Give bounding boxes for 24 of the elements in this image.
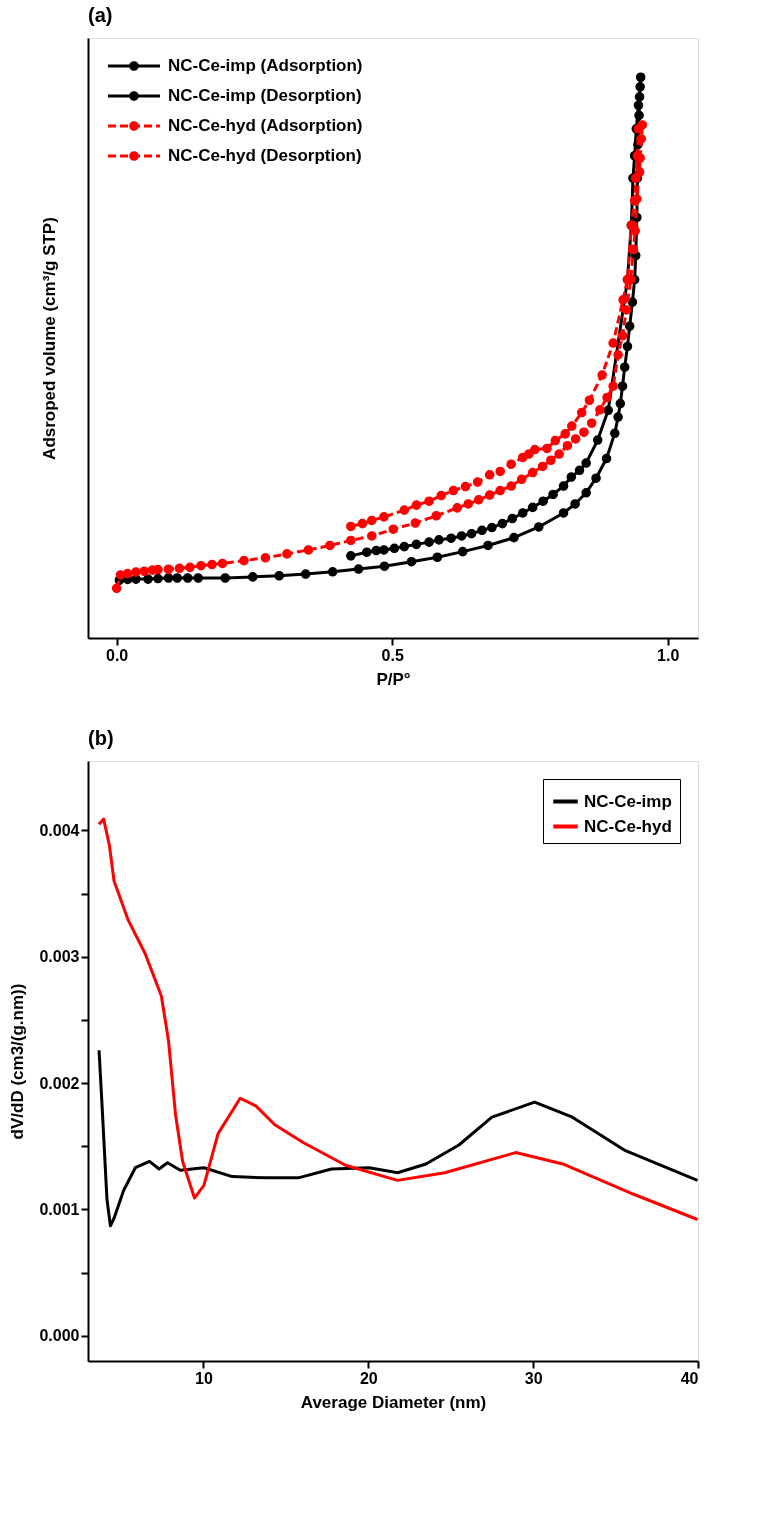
x-axis-title: P/P°: [376, 669, 411, 689]
x-tick-label: 1.0: [657, 646, 680, 664]
y-tick-label: 0.001: [39, 1200, 80, 1218]
x-tick-label: 0.5: [381, 646, 404, 664]
legend-label: NC-Ce-hyd: [584, 816, 672, 836]
x-tick-label: 0.0: [106, 646, 129, 664]
chart-title: (a): [88, 4, 113, 26]
x-axis-title: Average Diameter (nm): [300, 1392, 487, 1412]
y-axis-title: Adsroped volume (cm³/g STP): [39, 217, 59, 460]
chart-title: (b): [88, 727, 114, 749]
y-tick-label: 0.000: [39, 1327, 80, 1345]
legend-label: NC-Ce-imp (Adsorption): [168, 56, 363, 75]
legend-label: NC-Ce-imp (Desorption): [168, 86, 362, 105]
x-tick-label: 40: [680, 1369, 699, 1387]
x-tick-label: 10: [195, 1369, 213, 1387]
y-tick-label: 0.002: [39, 1074, 80, 1092]
y-tick-label: 0.003: [39, 948, 80, 966]
legend-label: NC-Ce-hyd (Adsorption): [168, 116, 363, 135]
x-tick-label: 30: [524, 1369, 543, 1387]
legend-label: NC-Ce-hyd (Desorption): [168, 146, 362, 165]
legend-label: NC-Ce-imp: [584, 791, 672, 811]
x-tick-label: 20: [359, 1369, 378, 1387]
y-tick-label: 0.004: [39, 821, 80, 839]
y-axis-title: dV/dD (cm3/(g.nm)): [8, 983, 28, 1140]
